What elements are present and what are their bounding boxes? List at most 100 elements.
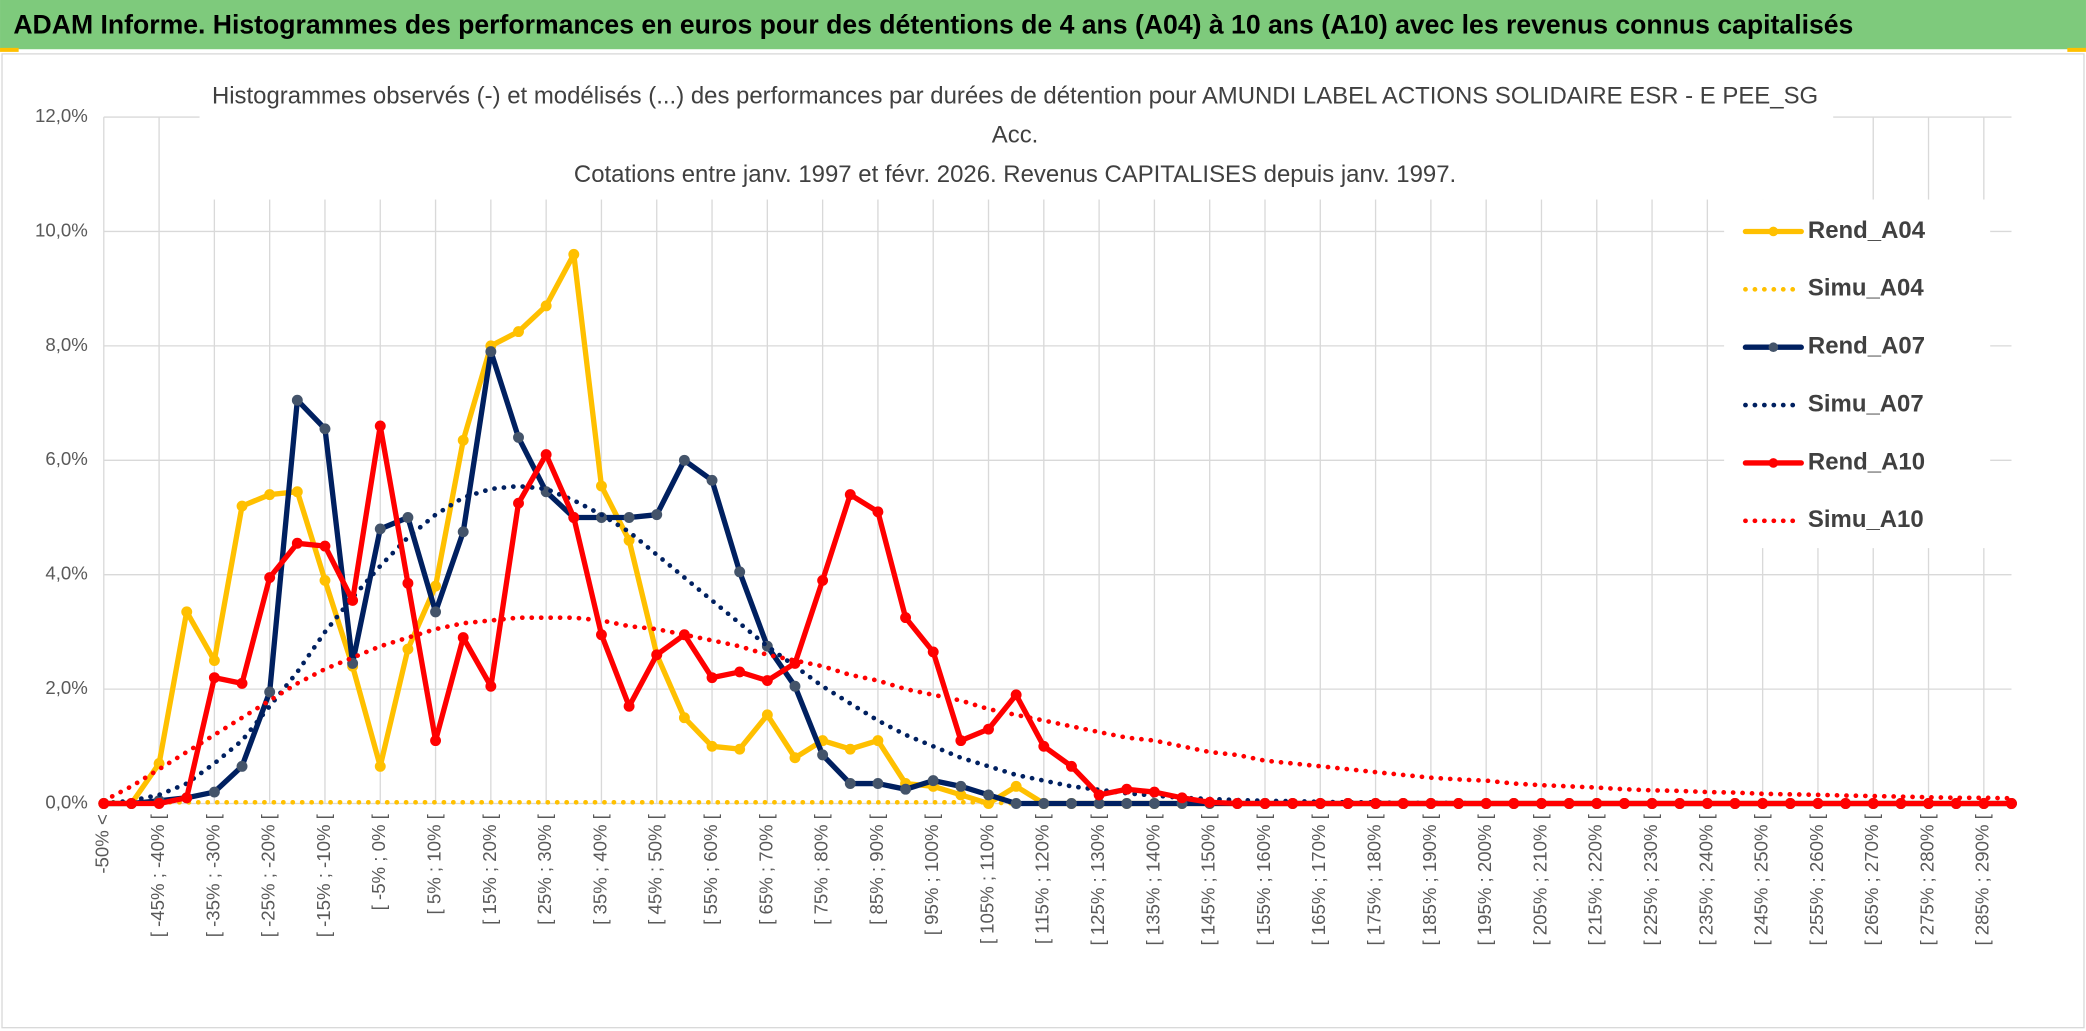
corner-mark (0, 47, 19, 52)
data-point (485, 680, 497, 692)
data-point (1231, 798, 1243, 809)
data-point (1176, 792, 1188, 804)
x-tick-label: [ 45% ; 50% [ (645, 813, 666, 925)
data-point (900, 612, 912, 624)
data-point (264, 572, 276, 584)
data-point (1453, 798, 1464, 809)
legend-background (1724, 199, 1991, 549)
legend-marker (1768, 458, 1779, 468)
data-point (1204, 796, 1216, 808)
corner-mark (2067, 47, 2086, 52)
x-tick-label: [ 235% ; 240% [ (1695, 813, 1716, 945)
data-point (872, 778, 884, 789)
data-point (623, 534, 635, 546)
x-tick-label: [ -35% ; -30% [ (202, 813, 223, 937)
legend-label: Simu_A04 (1808, 275, 1924, 302)
legend-label: Simu_A07 (1808, 390, 1924, 417)
data-point (1812, 798, 1824, 809)
x-tick-label: [ -5% ; 0% [ (368, 813, 389, 910)
y-tick-label: 6,0% (45, 448, 87, 469)
data-point (291, 394, 303, 406)
x-tick-label: [ 25% ; 30% [ (534, 813, 555, 925)
data-point (734, 743, 746, 755)
data-point (374, 760, 386, 772)
chart-title: Acc. (992, 122, 1039, 149)
x-tick-label: [ 165% ; 170% [ (1308, 813, 1329, 945)
data-point (844, 489, 856, 501)
data-point (1591, 798, 1603, 809)
x-tick-label: [ 215% ; 220% [ (1585, 813, 1606, 945)
data-point (457, 434, 469, 446)
data-point (513, 497, 524, 509)
x-tick-label: [ 205% ; 210% [ (1529, 813, 1550, 945)
x-tick-label: [ 155% ; 160% [ (1253, 813, 1274, 945)
data-point (706, 740, 718, 752)
chart-title: Cotations entre janv. 1997 et févr. 2026… (574, 161, 1456, 188)
data-point (789, 752, 801, 764)
data-point (1701, 798, 1713, 809)
data-point (1066, 760, 1077, 772)
x-tick-label: [ 35% ; 40% [ (589, 813, 610, 925)
data-point (817, 749, 829, 761)
data-point (1287, 798, 1299, 809)
header-band (0, 0, 2086, 50)
x-tick-label: [ 55% ; 60% [ (700, 813, 721, 925)
data-point (1121, 798, 1133, 809)
data-point (2006, 798, 2017, 809)
data-point (678, 712, 690, 724)
x-tick-label: [ 15% ; 20% [ (479, 813, 500, 925)
legend-marker (1768, 342, 1779, 353)
x-tick-label: [ 125% ; 130% [ (1087, 813, 1108, 945)
data-point (955, 780, 967, 792)
x-tick-label: [ 175% ; 180% [ (1364, 813, 1385, 945)
data-point (208, 672, 220, 684)
legend-marker (1768, 226, 1779, 237)
data-point (1480, 798, 1492, 809)
data-point (457, 632, 469, 644)
x-tick-label: [ -45% ; -40% [ (147, 813, 168, 937)
data-point (927, 775, 939, 787)
x-tick-label: [ 255% ; 260% [ (1806, 813, 1827, 945)
data-point (1950, 798, 1962, 809)
data-point (1978, 798, 1990, 809)
x-tick-label: [ 5% ; 10% [ (423, 813, 444, 914)
data-point (236, 760, 248, 772)
x-tick-label: [ 105% ; 110% [ (976, 813, 997, 944)
data-point (402, 643, 414, 655)
chart-title: Histogrammes observés (-) et modélisés (… (212, 82, 1818, 109)
x-tick-label: [ 75% ; 80% [ (811, 813, 832, 925)
data-point (706, 474, 718, 486)
data-point (927, 646, 939, 658)
data-point (1093, 789, 1105, 801)
data-point (1618, 798, 1630, 809)
series-line (101, 615, 2014, 804)
data-point (1867, 798, 1879, 809)
data-point (1508, 798, 1520, 809)
x-tick-label: [ -15% ; -10% [ (313, 813, 334, 937)
data-point (513, 431, 524, 443)
y-tick-label: 8,0% (45, 334, 87, 355)
data-point (1674, 798, 1686, 809)
x-tick-label: [ 225% ; 230% [ (1640, 813, 1661, 945)
data-point (1563, 798, 1575, 809)
data-point (125, 798, 137, 809)
data-point (872, 506, 884, 518)
y-tick-label: 0,0% (45, 791, 87, 812)
data-point (402, 577, 414, 589)
data-point (181, 606, 193, 618)
data-point (1148, 786, 1160, 798)
x-tick-label: [ -25% ; -20% [ (258, 813, 279, 937)
x-tick-label: -50% < (92, 814, 113, 873)
data-point (430, 580, 442, 592)
data-point (291, 486, 303, 498)
data-point (651, 649, 663, 661)
data-point (568, 512, 580, 523)
data-point (540, 449, 552, 461)
series-line (101, 423, 2015, 807)
data-point (844, 743, 856, 755)
data-point (457, 526, 469, 538)
data-point (789, 680, 801, 692)
data-point (1646, 798, 1658, 809)
data-point (1923, 798, 1934, 809)
data-point (1784, 798, 1796, 809)
